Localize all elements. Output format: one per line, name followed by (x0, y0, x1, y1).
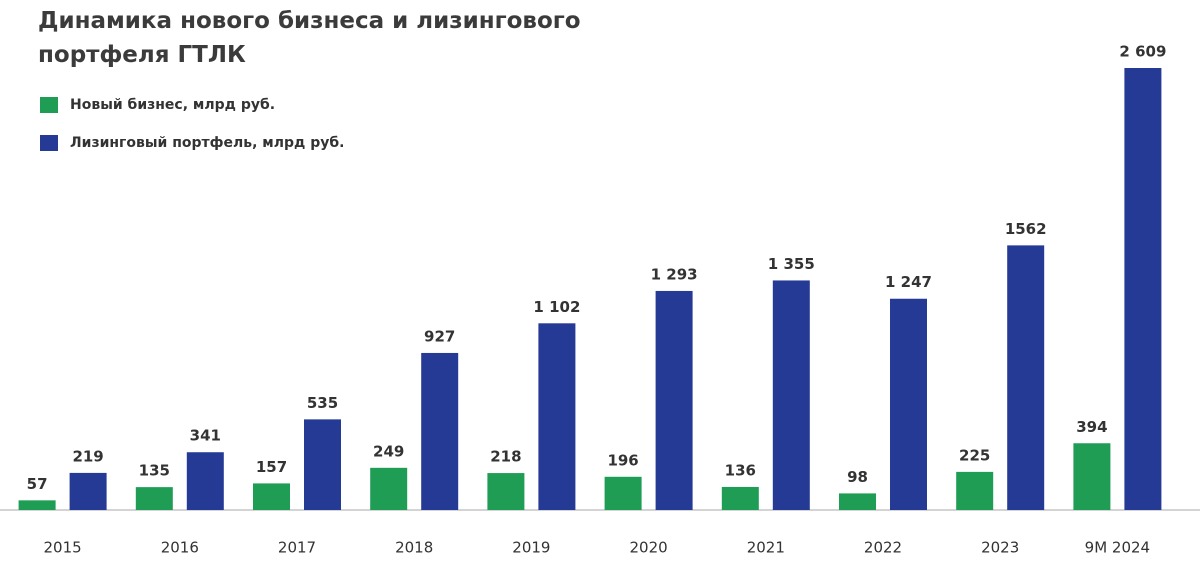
chart-title: Динамика нового бизнеса и лизингового по… (38, 8, 581, 68)
bar (18, 500, 56, 510)
x-tick-label: 2020 (630, 539, 668, 557)
bar (956, 471, 994, 510)
bar (839, 493, 876, 510)
bar (69, 472, 107, 510)
value-label: 1 102 (533, 298, 580, 316)
x-tick-label: 2023 (981, 539, 1019, 557)
bar (253, 483, 290, 510)
bar (721, 486, 759, 510)
bar (421, 352, 459, 510)
value-label: 218 (490, 448, 521, 466)
value-label: 1 293 (651, 265, 698, 283)
bar (538, 323, 576, 510)
legend-swatch (40, 135, 58, 151)
value-label: 157 (256, 458, 287, 476)
legend-swatch (40, 97, 58, 113)
x-tick-label: 2021 (747, 539, 785, 557)
bar (604, 476, 642, 510)
x-tick-label: 2015 (44, 539, 82, 557)
bar (1007, 245, 1045, 510)
value-label: 535 (307, 394, 338, 412)
bar (772, 280, 810, 510)
value-label: 1562 (1005, 220, 1047, 238)
value-label: 98 (847, 468, 868, 486)
legend-label: Лизинговый портфель, млрд руб. (70, 135, 344, 151)
x-tick-label: 2019 (512, 539, 550, 557)
value-label: 136 (725, 461, 756, 479)
bar (655, 290, 693, 510)
value-label: 219 (72, 447, 103, 465)
x-tick-label: 9M 2024 (1085, 539, 1150, 557)
value-label: 394 (1076, 418, 1107, 436)
value-label: 225 (959, 446, 990, 464)
bar (186, 452, 224, 510)
bar (487, 473, 525, 510)
bar (304, 419, 341, 510)
bar (890, 298, 927, 510)
value-label: 2 609 (1119, 43, 1166, 61)
value-label: 196 (607, 451, 638, 469)
value-label: 1 247 (885, 273, 932, 291)
bar (1124, 68, 1162, 510)
value-label: 249 (373, 442, 404, 460)
value-label: 57 (27, 475, 48, 493)
x-tick-label: 2016 (161, 539, 199, 557)
x-tick-label: 2022 (864, 539, 902, 557)
bar (370, 467, 408, 510)
x-tick-label: 2018 (395, 539, 433, 557)
value-label: 135 (139, 462, 170, 480)
value-label: 927 (424, 327, 455, 345)
bar (135, 487, 173, 510)
bar (1073, 443, 1111, 510)
value-label: 1 355 (768, 255, 815, 273)
value-label: 341 (190, 427, 221, 445)
x-tick-label: 2017 (278, 539, 316, 557)
legend-label: Новый бизнес, млрд руб. (70, 97, 275, 113)
